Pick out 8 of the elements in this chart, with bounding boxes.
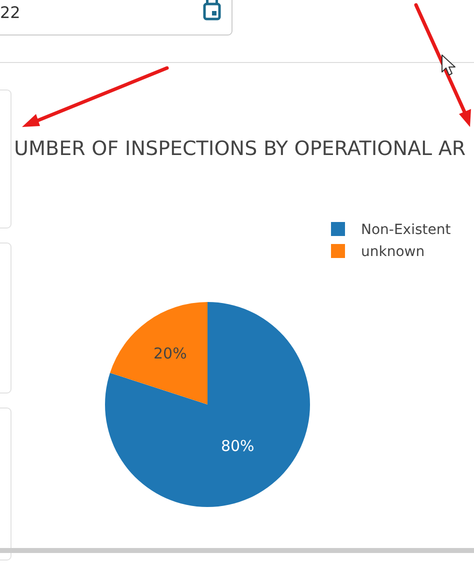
data-label: 20% [153,344,187,362]
chart-title: UMBER OF INSPECTIONS BY OPERATIONAL AR [14,137,466,160]
pie-slice [110,302,208,404]
legend-label: Non-Existent [361,222,452,238]
text: 22 [0,3,20,22]
data-label: 80% [220,437,254,456]
pie-slice [105,302,310,507]
legend-label: unknown [361,244,425,260]
